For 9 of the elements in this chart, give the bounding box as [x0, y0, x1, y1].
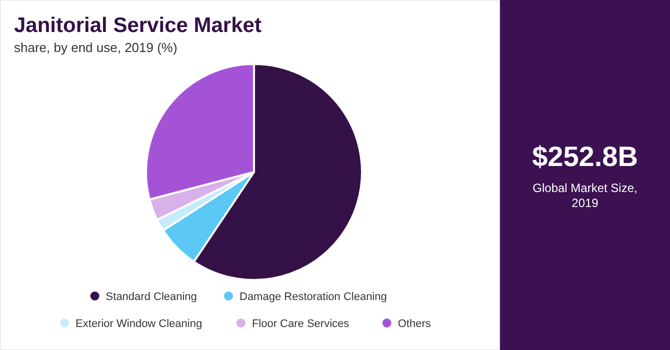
text: Global Market Size, 2019: [532, 181, 638, 210]
chart-subtitle: share, by end use, 2019 (%): [14, 40, 178, 55]
legend-label: Others: [398, 318, 432, 330]
legend-label: Floor Care Services: [252, 318, 350, 330]
legend-label: Standard Cleaning: [106, 291, 197, 303]
text: $252.8B: [532, 141, 638, 172]
chart-title: Janitorial Service Market: [14, 14, 262, 37]
legend-label: Damage Restoration Cleaning: [240, 291, 387, 303]
legend-label: Exterior Window Cleaning: [76, 318, 202, 330]
